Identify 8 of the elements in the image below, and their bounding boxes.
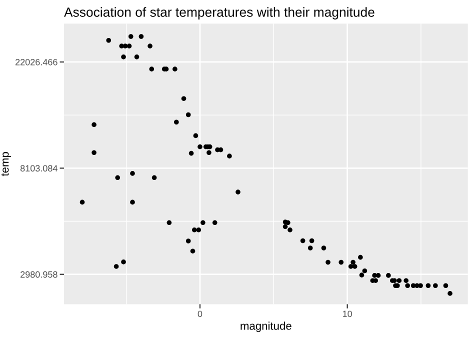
x-tick-label: 10 (342, 310, 352, 318)
y-tick-label: 8103.084 (20, 165, 58, 172)
chart-title: Association of star temperatures with their magnitude (64, 7, 374, 20)
x-axis-title: magnitude (240, 322, 292, 332)
y-tick-label: 22026.466 (16, 58, 58, 66)
y-axis-title: temp (1, 152, 11, 176)
y-tick-label: 2980.958 (20, 271, 58, 278)
x-tick-label: 0 (198, 310, 202, 318)
